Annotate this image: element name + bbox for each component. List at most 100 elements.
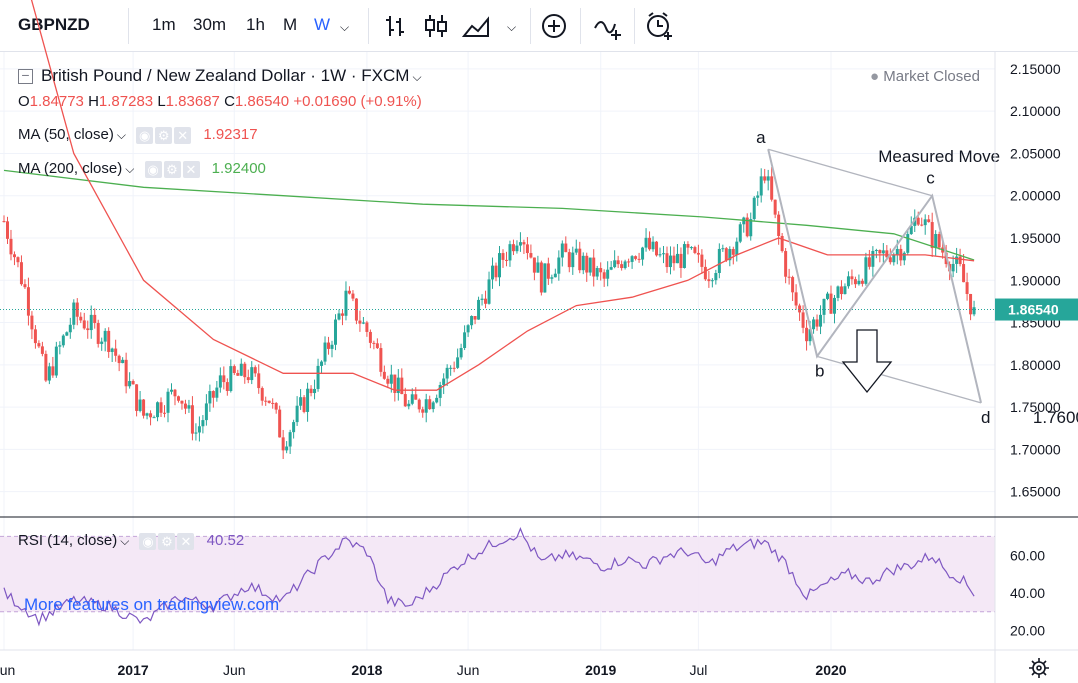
candle-body xyxy=(93,314,97,324)
candle-body xyxy=(902,252,906,261)
interval-1h-button[interactable]: 1h xyxy=(246,15,265,34)
tradingview-watermark-link[interactable]: More features on tradingview.com xyxy=(24,595,280,614)
candle-body xyxy=(846,276,850,287)
candle-body xyxy=(257,373,261,389)
candle-body xyxy=(393,374,397,393)
candle-body xyxy=(839,286,843,295)
interval-1m-button[interactable]: 1m xyxy=(152,15,176,34)
candle-body xyxy=(183,403,187,409)
candle-body xyxy=(679,253,683,268)
settings-gear-icon[interactable] xyxy=(1028,657,1050,679)
candle-body xyxy=(12,254,16,258)
candle-body xyxy=(805,327,809,342)
candle-body xyxy=(232,366,236,374)
high-label: H xyxy=(88,93,99,110)
candle-body xyxy=(812,319,816,330)
candle-body xyxy=(871,250,875,267)
candle-body xyxy=(96,323,100,344)
candle-body xyxy=(930,222,934,249)
ma200-chevron-icon[interactable]: ⌵ xyxy=(125,162,135,176)
interval-dropdown-chevron-icon[interactable]: ⌵ xyxy=(340,20,350,34)
candle-body xyxy=(916,217,920,225)
chart-type-chevron-icon[interactable]: ⌵ xyxy=(507,20,517,34)
symbol-name[interactable]: GBPNZD xyxy=(18,15,90,34)
candle-body xyxy=(407,403,411,407)
alert-clock-icon[interactable] xyxy=(644,10,676,42)
candle-body xyxy=(190,405,194,434)
candle-body xyxy=(65,332,69,336)
candle-body xyxy=(386,378,390,384)
candle-body xyxy=(103,330,107,342)
candle-body xyxy=(246,377,250,381)
eye-icon[interactable]: ◉ xyxy=(139,532,157,550)
candle-body xyxy=(302,397,306,412)
candle-body xyxy=(250,367,254,381)
ohlc-readout: O1.84773 H1.87283 L1.83687 C1.86540 +0.0… xyxy=(18,93,422,110)
candle-body xyxy=(79,316,83,321)
candles-icon[interactable] xyxy=(420,10,452,42)
candle-body xyxy=(176,396,180,401)
candles-layer xyxy=(2,166,976,459)
candle-body xyxy=(463,332,467,348)
eye-icon[interactable]: ◉ xyxy=(136,126,154,144)
gear-icon[interactable]: ⚙ xyxy=(163,160,181,178)
interval-month-button[interactable]: M xyxy=(283,15,298,34)
candle-body xyxy=(564,243,568,253)
candle-body xyxy=(696,252,700,255)
candle-body xyxy=(89,314,93,331)
candle-body xyxy=(138,399,142,411)
interval-week-button[interactable]: W xyxy=(314,15,331,34)
candle-body xyxy=(58,345,62,347)
ma50-chevron-icon[interactable]: ⌵ xyxy=(116,128,126,142)
ma50-legend: MA (50, close) ⌵ ◉ ⚙ ✕ 1.92317 xyxy=(18,126,258,144)
compare-plus-icon[interactable] xyxy=(538,10,570,42)
candle-body xyxy=(491,265,495,280)
change-value: +0.01690 (+0.91%) xyxy=(293,93,422,110)
candle-body xyxy=(445,367,449,379)
eye-icon[interactable]: ◉ xyxy=(144,160,162,178)
close-icon[interactable]: ✕ xyxy=(182,160,200,178)
price-axis: 2.15000 2.10000 2.05000 2.00000 1.95000 1.900… xyxy=(0,52,1078,683)
indicators-icon[interactable] xyxy=(592,10,624,42)
candle-body xyxy=(969,293,973,315)
ma50-line xyxy=(30,0,975,391)
last-price-label: 1.86540 xyxy=(1008,302,1059,318)
candle-body xyxy=(630,256,634,262)
area-chart-icon[interactable] xyxy=(460,10,492,42)
candle-body xyxy=(211,391,215,398)
time-tick-label: 2017 xyxy=(118,662,149,678)
close-icon[interactable]: ✕ xyxy=(174,126,192,144)
candle-body xyxy=(826,293,830,299)
close-icon[interactable]: ✕ xyxy=(177,532,195,550)
candle-body xyxy=(777,214,781,236)
candle-body xyxy=(19,262,23,285)
candle-body xyxy=(340,313,344,316)
candle-body xyxy=(525,244,529,254)
candle-body xyxy=(197,426,201,433)
market-status-text: Market Closed xyxy=(883,68,980,85)
candle-body xyxy=(107,330,111,352)
candle-body xyxy=(121,359,125,364)
candle-body xyxy=(508,244,512,261)
gear-icon[interactable]: ⚙ xyxy=(158,532,176,550)
candle-body xyxy=(857,280,861,285)
ma200-value: 1.92400 xyxy=(211,160,266,177)
candle-body xyxy=(379,348,383,372)
candle-body xyxy=(874,250,878,252)
interval-30m-button[interactable]: 30m xyxy=(193,15,227,34)
candle-body xyxy=(253,367,257,374)
candle-body xyxy=(815,319,819,327)
low-label: L xyxy=(157,93,166,110)
candle-body xyxy=(215,387,219,398)
rsi-tick-label: 60.00 xyxy=(1010,547,1045,563)
rsi-chevron-icon[interactable]: ⌵ xyxy=(120,534,130,548)
candle-body xyxy=(117,355,121,364)
candle-body xyxy=(867,257,871,267)
last-price-badge xyxy=(995,298,1078,321)
collapse-icon[interactable]: − xyxy=(18,68,33,85)
bar-chart-icon[interactable] xyxy=(380,10,412,42)
ma200-controls: ◉ ⚙ ✕ xyxy=(144,160,202,178)
gear-icon[interactable]: ⚙ xyxy=(155,126,173,144)
series-chevron-icon[interactable]: ⌵ xyxy=(412,70,422,84)
